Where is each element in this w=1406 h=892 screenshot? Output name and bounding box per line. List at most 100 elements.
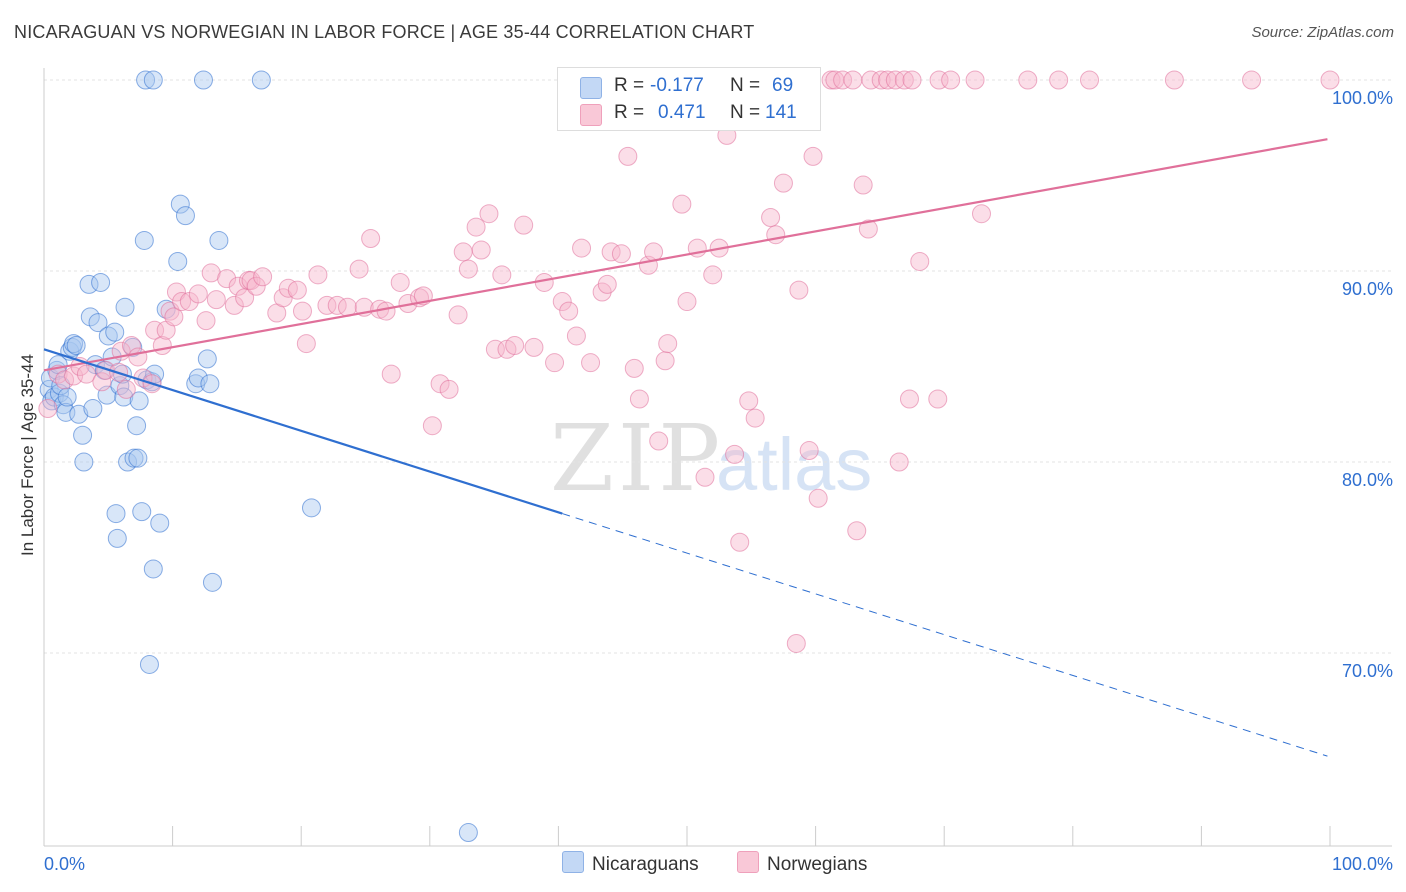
y-axis-label: In Labor Force | Age 35-44 xyxy=(18,354,37,556)
norwegian-point xyxy=(128,347,148,367)
norwegian-point xyxy=(381,364,401,384)
norwegian-point xyxy=(479,204,499,224)
norwegian-point xyxy=(448,305,468,325)
norwegian-point xyxy=(1049,70,1069,90)
norwegian-point xyxy=(439,379,459,399)
norwegian-point xyxy=(572,238,592,258)
norwegian-point xyxy=(1018,70,1038,90)
correlation-legend: R = -0.177 N = 69 R = 0.471 N = 141 xyxy=(557,67,821,131)
nicaraguan-points xyxy=(39,70,478,843)
norwegian-point xyxy=(492,265,512,285)
axes xyxy=(43,68,1392,847)
norwegian-point xyxy=(902,70,922,90)
norwegian-trend-line xyxy=(43,138,1328,372)
nicaraguan-point xyxy=(193,70,213,90)
norwegian-point xyxy=(246,276,266,296)
nicaraguan-trend-line xyxy=(43,348,563,515)
norwegians-n-value: 141 xyxy=(765,102,797,123)
legend-r-label: R = xyxy=(614,102,645,123)
nicaraguan-point xyxy=(175,206,195,226)
nicaraguan-point xyxy=(74,452,94,472)
norwegian-point xyxy=(941,70,961,90)
norwegian-point xyxy=(624,358,644,378)
x-tick-labels: 0.0% 100.0% xyxy=(44,854,1393,874)
norwegian-point xyxy=(695,467,715,487)
norwegian-point xyxy=(703,265,723,285)
nicaraguan-point xyxy=(64,334,84,354)
legend-n-label: N = xyxy=(730,75,761,96)
norwegian-point xyxy=(241,271,261,291)
nicaraguan-point xyxy=(127,416,147,436)
nicaraguan-point xyxy=(150,513,170,533)
nicaraguan-point xyxy=(51,376,71,396)
norwegian-point xyxy=(971,204,991,224)
norwegian-point xyxy=(38,399,58,419)
y-tick-label: 70.0% xyxy=(1342,661,1393,681)
nicaraguan-point xyxy=(105,322,125,342)
nicaraguans-legend-label: Nicaraguans xyxy=(592,854,699,875)
norwegian-point xyxy=(899,389,919,409)
norwegian-point xyxy=(224,295,244,315)
norwegian-point xyxy=(116,379,136,399)
norwegian-point xyxy=(514,215,534,235)
legend-r-label: R = xyxy=(614,75,645,96)
norwegian-point xyxy=(1080,70,1100,90)
norwegian-point xyxy=(376,301,396,321)
x-tick-label: 100.0% xyxy=(1332,854,1393,874)
nicaraguan-point xyxy=(251,70,271,90)
y-tick-label: 90.0% xyxy=(1342,279,1393,299)
norwegian-point xyxy=(618,146,638,166)
norwegian-point xyxy=(858,219,878,239)
norwegian-point xyxy=(581,353,601,373)
norwegian-point xyxy=(296,334,316,354)
norwegian-point xyxy=(773,173,793,193)
watermark: ZIP atlas xyxy=(550,405,872,512)
norwegian-point xyxy=(552,292,572,312)
norwegian-point xyxy=(799,441,819,461)
norwegian-point xyxy=(730,532,750,552)
norwegian-point xyxy=(894,70,914,90)
y-tick-label: 100.0% xyxy=(1332,88,1393,108)
norwegian-point xyxy=(1242,70,1262,90)
norwegian-point xyxy=(524,337,544,357)
y-tick-labels: 70.0% 80.0% 90.0% 100.0% xyxy=(1332,88,1393,681)
source-credit: Source: ZipAtlas.com xyxy=(1251,24,1394,41)
norwegian-point xyxy=(644,242,664,262)
nicaraguan-point xyxy=(106,504,126,524)
norwegian-point xyxy=(655,351,675,371)
norwegian-point xyxy=(196,311,216,331)
norwegian-point xyxy=(808,488,828,508)
nicaraguan-point xyxy=(197,349,217,369)
y-tick-label: 80.0% xyxy=(1342,470,1393,490)
norwegian-point xyxy=(164,307,184,327)
norwegian-point xyxy=(166,282,186,302)
nicaraguan-point xyxy=(83,399,103,419)
nicaraguan-point xyxy=(114,387,134,407)
nicaraguan-point xyxy=(132,502,152,522)
norwegian-point xyxy=(188,284,208,304)
norwegian-point xyxy=(317,295,337,315)
nicaraguan-point xyxy=(115,297,135,317)
nicaraguan-point xyxy=(170,194,190,214)
norwegian-point xyxy=(253,267,273,287)
norwegian-point xyxy=(725,444,745,464)
norwegian-point xyxy=(390,272,410,292)
nicaraguan-point xyxy=(136,70,156,90)
nicaraguan-point xyxy=(188,368,208,388)
norwegian-point xyxy=(677,292,697,312)
norwegian-point xyxy=(861,70,881,90)
nicaraguan-point xyxy=(88,313,108,333)
norwegian-point xyxy=(1320,70,1340,90)
norwegian-point xyxy=(566,326,586,346)
nicaraguan-point xyxy=(209,230,229,250)
nicaraguan-point xyxy=(69,404,89,424)
norwegian-point xyxy=(853,175,873,195)
norwegian-point xyxy=(349,259,369,279)
norwegian-point xyxy=(843,70,863,90)
nicaraguan-point xyxy=(143,559,163,579)
nicaraguans-n-value: 69 xyxy=(772,75,794,96)
norwegian-point xyxy=(878,70,898,90)
chart-title: NICARAGUAN VS NORWEGIAN IN LABOR FORCE |… xyxy=(14,22,755,42)
norwegian-point xyxy=(466,217,486,237)
